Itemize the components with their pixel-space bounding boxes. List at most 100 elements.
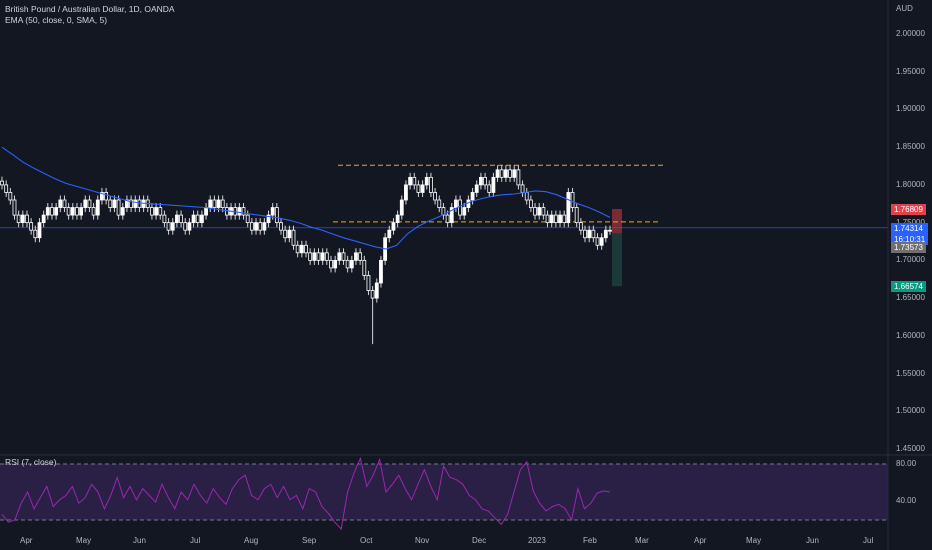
candle-body: [370, 290, 375, 299]
candle-body: [133, 199, 138, 208]
candle-body: [204, 207, 208, 216]
candle-body: [520, 184, 525, 193]
candle-body: [512, 169, 517, 178]
candle-body: [304, 244, 308, 254]
candle-body: [299, 244, 304, 254]
price-tick-label: 1.70000: [896, 255, 925, 265]
rsi-upper-label: 80.00: [896, 459, 917, 468]
candle-body: [412, 176, 417, 186]
price-tick-label: 1.85000: [896, 142, 925, 152]
bar-countdown: 16:10:31: [894, 235, 926, 244]
candle-body: [416, 184, 421, 193]
time-tick-label: Apr: [20, 536, 33, 545]
price-tick-label: 1.65000: [896, 293, 925, 303]
horizontal-levels: [0, 164, 888, 229]
candle-body: [408, 176, 413, 186]
candle-body: [549, 214, 554, 224]
candle-body: [29, 222, 34, 231]
candle-body: [345, 259, 350, 269]
candle-body: [125, 199, 129, 208]
entry-price-tag: 1.73573: [891, 242, 926, 253]
candle-body: [41, 214, 46, 224]
candle-body: [320, 252, 325, 261]
candle-body: [595, 237, 600, 246]
candle-body: [608, 229, 612, 232]
candle-body: [112, 199, 117, 208]
candle-body: [104, 192, 109, 201]
time-tick-label: May: [746, 536, 762, 545]
ema-legend[interactable]: EMA (50, close, 0, SMA, 5): [5, 15, 108, 25]
time-tick-label: Jun: [133, 536, 146, 545]
candle-body: [179, 214, 183, 224]
candle-body: [491, 176, 496, 193]
candle-body: [454, 199, 458, 208]
ema-line: [1, 146, 611, 250]
candle-body: [337, 252, 342, 261]
candle-body: [175, 214, 179, 224]
price-tick-label: 1.95000: [896, 66, 925, 76]
candle-body: [495, 169, 500, 178]
take-profit-zone: [612, 233, 622, 287]
candle-body: [154, 207, 158, 216]
candle-body: [274, 207, 279, 224]
candle-body: [245, 214, 250, 224]
candle-body: [387, 229, 392, 239]
candlestick-series: [0, 165, 612, 345]
candle-body: [20, 214, 25, 224]
candle-body: [483, 176, 487, 186]
candle-body: [404, 184, 408, 201]
candle-body: [83, 199, 88, 208]
candle-body: [349, 259, 354, 269]
currency-label[interactable]: AUD: [896, 4, 913, 13]
candle-body: [249, 222, 254, 231]
time-tick-label: Oct: [360, 536, 373, 545]
candle-body: [0, 180, 4, 186]
candle-body: [312, 252, 317, 261]
price-tick-label: 1.75000: [896, 218, 925, 227]
time-tick-label: May: [76, 536, 92, 545]
candle-body: [341, 252, 346, 261]
candle-body: [4, 184, 9, 193]
candle-body: [578, 222, 583, 231]
candle-body: [362, 259, 367, 276]
candle-body: [62, 199, 67, 208]
candle-body: [420, 184, 425, 193]
candle-body: [262, 222, 267, 231]
candle-body: [462, 207, 467, 216]
candle-body: [366, 275, 371, 291]
candle-body: [379, 259, 383, 284]
candle-body: [354, 252, 358, 261]
candle-body: [399, 199, 404, 216]
price-tick-label: 1.45000: [896, 444, 925, 453]
time-tick-label: Jul: [190, 536, 201, 545]
candle-body: [212, 199, 217, 208]
candle-body: [170, 222, 175, 231]
time-tick-label: Feb: [583, 536, 597, 545]
symbol-title[interactable]: British Pound / Australian Dollar, 1D, O…: [5, 4, 175, 14]
candle-body: [437, 199, 442, 208]
candle-body: [254, 222, 258, 231]
candle-body: [424, 176, 429, 186]
candle-body: [574, 207, 579, 224]
candle-body: [433, 192, 437, 201]
candle-body: [562, 214, 567, 224]
candle-body: [258, 222, 263, 231]
rsi-legend[interactable]: RSI (7, close): [5, 457, 57, 467]
candle-body: [533, 207, 537, 216]
time-tick-label: Nov: [415, 536, 430, 545]
candle-body: [120, 207, 125, 216]
candle-body: [208, 199, 213, 208]
candle-body: [100, 192, 104, 201]
rsi-background-band: [0, 464, 888, 520]
candle-body: [70, 207, 75, 216]
candle-body: [474, 184, 479, 193]
candle-body: [541, 207, 546, 216]
price-tick-label: 1.60000: [896, 330, 925, 340]
candle-body: [116, 199, 121, 216]
candle-body: [587, 229, 592, 239]
candle-body: [566, 192, 571, 224]
candle-body: [537, 207, 542, 216]
candle-body: [12, 199, 17, 216]
rsi-line: [1, 456, 611, 531]
